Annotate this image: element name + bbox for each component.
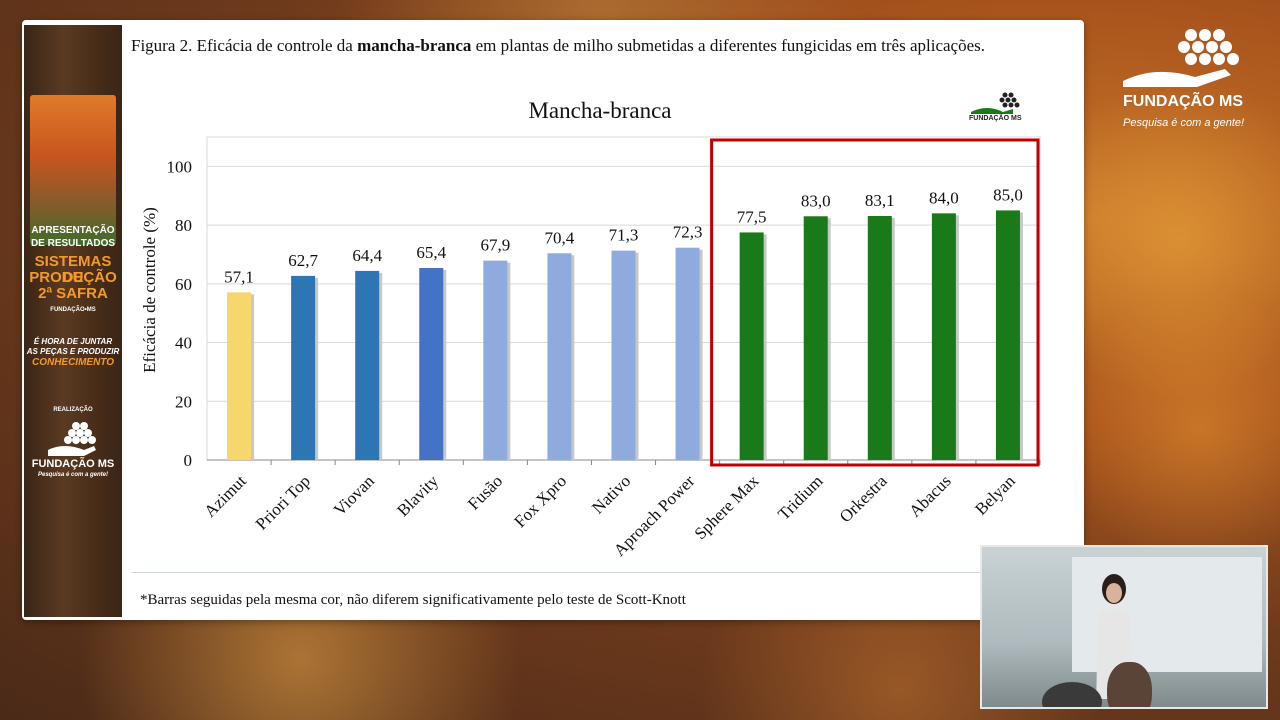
y-tick-label: 0	[184, 451, 193, 470]
caption-bold: mancha-branca	[357, 36, 472, 55]
y-tick-label: 80	[175, 216, 192, 235]
y-tick-label: 100	[167, 157, 193, 176]
banner-line: SISTEMAS DE	[34, 253, 112, 286]
x-tick-label: Blavity	[393, 471, 442, 520]
data-label: 71,3	[609, 226, 639, 245]
bar	[739, 232, 764, 460]
x-tick-label: Azimut	[200, 471, 250, 521]
chart-title: Mancha-branca	[528, 98, 672, 123]
x-tick-label: Tridium	[774, 471, 826, 523]
data-label: 77,5	[737, 207, 767, 226]
data-label: 85,0	[993, 185, 1023, 204]
chart-logo: FUNDAÇÃO MS	[967, 90, 1027, 128]
banner-line: É HORA DE JUNTAR	[33, 337, 113, 346]
x-tick-label: Fox Xpro	[510, 471, 570, 531]
bar	[931, 213, 956, 460]
banner-logo-slogan: Pesquisa é com a gente!	[37, 472, 109, 478]
data-label: 72,3	[673, 223, 703, 242]
audience-head	[1042, 682, 1102, 707]
event-banner: APRESENTAÇÃO DE RESULTADOS SISTEMAS DE P…	[24, 25, 122, 617]
data-label: 62,7	[288, 251, 318, 270]
y-tick-label: 20	[175, 392, 192, 411]
banner-logo-name: FUNDAÇÃO MS	[31, 458, 115, 470]
bar	[867, 215, 892, 460]
y-tick-label: 60	[175, 275, 192, 294]
banner-line: APRESENTAÇÃO	[31, 225, 115, 236]
highlight-box	[710, 138, 1040, 467]
bar	[611, 250, 636, 460]
bar	[483, 260, 508, 460]
data-label: 83,0	[801, 191, 831, 210]
bar	[995, 210, 1020, 460]
bar	[227, 292, 252, 460]
speaker-webcam	[980, 545, 1268, 709]
banner-line: FUNDAÇÃO•MS	[50, 307, 96, 313]
banner-line: DE RESULTADOS	[30, 238, 116, 249]
data-label: 64,4	[352, 246, 382, 265]
x-tick-label: Sphere Max	[691, 471, 763, 543]
data-label: 57,1	[224, 267, 254, 286]
chart-logo-name: FUNDAÇÃO MS	[969, 115, 1022, 122]
data-label: 83,1	[865, 191, 895, 210]
x-tick-label: Orkestra	[836, 471, 891, 526]
banner-line: CONHECIMENTO	[31, 357, 115, 368]
brand-slogan: Pesquisa é com a gente!	[1123, 117, 1245, 129]
banner-line: 2ª SAFRA	[38, 285, 108, 302]
bar	[803, 216, 828, 460]
banner-realizacao: REALIZAÇÃO	[53, 407, 93, 413]
fundacao-brand-icon	[1123, 29, 1239, 87]
footnote: *Barras seguidas pela mesma cor, não dif…	[140, 592, 686, 608]
data-label: 70,4	[545, 228, 575, 247]
figure-caption: Figura 2. Eficácia de controle da mancha…	[131, 36, 1041, 56]
x-tick-label: Viovan	[330, 471, 378, 519]
caption-suffix: em plantas de milho submetidas a diferen…	[471, 36, 986, 55]
brand-name: FUNDAÇÃO MS	[1123, 93, 1243, 110]
brand-logo: FUNDAÇÃO MS Pesquisa é com a gente!	[1115, 25, 1260, 135]
data-label: 65,4	[416, 243, 446, 262]
fundacao-logo-icon	[48, 422, 96, 456]
bar	[291, 275, 316, 460]
x-tick-label: Belyan	[971, 471, 1019, 519]
x-tick-label: Priori Top	[252, 471, 314, 533]
bar	[355, 270, 380, 460]
audience-head	[1107, 662, 1152, 707]
bar	[675, 247, 700, 460]
bar	[419, 267, 444, 460]
caption-prefix: Figura 2. Eficácia de controle da	[131, 36, 358, 55]
x-tick-label: Nativo	[588, 471, 634, 517]
banner-illustration	[30, 95, 116, 245]
data-label: 67,9	[480, 236, 510, 255]
banner-line: AS PEÇAS E PRODUZIR	[26, 347, 120, 356]
y-tick-label: 40	[175, 334, 192, 353]
x-tick-label: Fusão	[464, 471, 506, 513]
bar	[547, 253, 572, 460]
data-label: 84,0	[929, 188, 959, 207]
banner-line: PRODUÇÃO	[29, 269, 117, 286]
x-tick-label: Abacus	[905, 471, 954, 520]
fundacao-small-logo-icon	[971, 92, 1020, 114]
footnote-divider	[131, 572, 1041, 573]
